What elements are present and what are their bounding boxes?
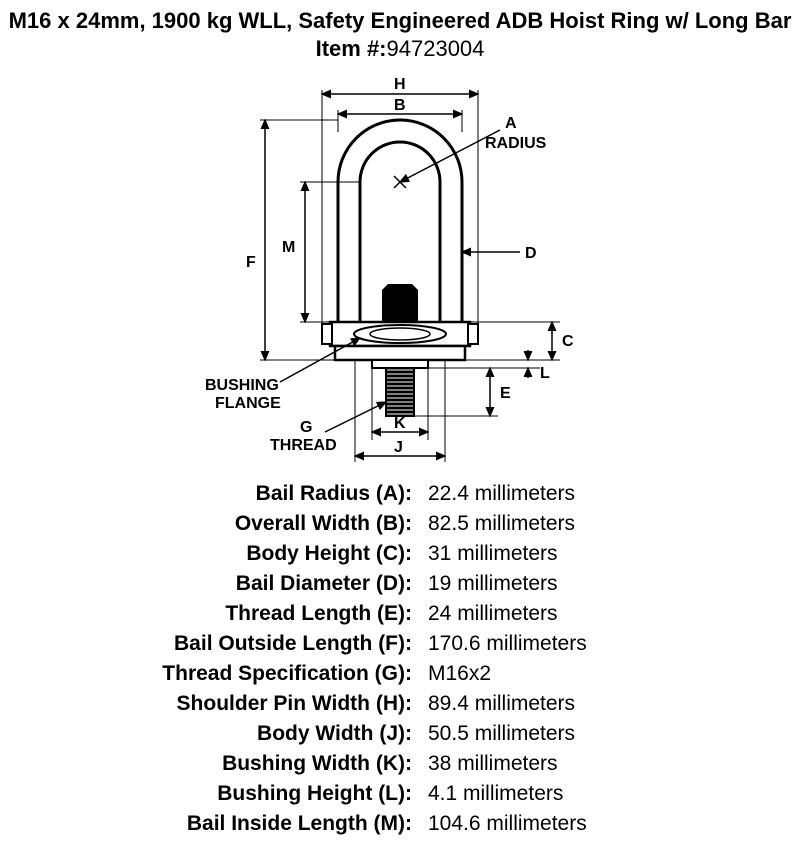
spec-value: 31 millimeters	[420, 542, 680, 566]
dim-radius-label: RADIUS	[485, 135, 547, 152]
spec-row: Body Width (J): 50.5 millimeters	[120, 722, 680, 746]
dim-d-label: D	[525, 245, 537, 262]
spec-value: 38 millimeters	[420, 752, 680, 776]
dim-m-label: M	[282, 239, 295, 256]
spec-label: Thread Specification (G):	[120, 662, 420, 686]
spec-row: Bail Inside Length (M): 104.6 millimeter…	[120, 812, 680, 836]
dim-thread-label: THREAD	[270, 437, 337, 454]
dim-h-label: H	[394, 76, 406, 93]
item-line: Item #:94723004	[0, 36, 800, 62]
spec-row: Thread Specification (G): M16x2	[120, 662, 680, 686]
spec-label: Shoulder Pin Width (H):	[120, 692, 420, 716]
dim-k-label: K	[394, 415, 406, 432]
spec-row: Bushing Height (L): 4.1 millimeters	[120, 782, 680, 806]
spec-value: 104.6 millimeters	[420, 812, 680, 836]
spec-value: 170.6 millimeters	[420, 632, 680, 656]
spec-row: Bushing Width (K): 38 millimeters	[120, 752, 680, 776]
dim-flange-label: FLANGE	[215, 395, 281, 412]
spec-value: 22.4 millimeters	[420, 482, 680, 506]
dim-f-label: F	[246, 254, 256, 271]
spec-row: Shoulder Pin Width (H): 89.4 millimeters	[120, 692, 680, 716]
spec-label: Bail Outside Length (F):	[120, 632, 420, 656]
spec-label: Bail Inside Length (M):	[120, 812, 420, 836]
item-label: Item #:	[316, 36, 387, 61]
dim-j-label: J	[394, 439, 403, 456]
spec-row: Bail Diameter (D): 19 millimeters	[120, 572, 680, 596]
dim-g-label: G	[300, 419, 312, 436]
spec-value: 50.5 millimeters	[420, 722, 680, 746]
dim-b-label: B	[394, 97, 406, 114]
spec-row: Bail Outside Length (F): 170.6 millimete…	[120, 632, 680, 656]
spec-label: Overall Width (B):	[120, 512, 420, 536]
spec-label: Bushing Height (L):	[120, 782, 420, 806]
spec-value: 24 millimeters	[420, 602, 680, 626]
spec-value: 19 millimeters	[420, 572, 680, 596]
dim-e-label: E	[500, 385, 511, 402]
dim-l-label: L	[540, 365, 550, 382]
spec-row: Thread Length (E): 24 millimeters	[120, 602, 680, 626]
specifications-table: Bail Radius (A): 22.4 millimeters Overal…	[0, 482, 800, 836]
spec-label: Thread Length (E):	[120, 602, 420, 626]
spec-value: 4.1 millimeters	[420, 782, 680, 806]
dim-c-label: C	[562, 333, 574, 350]
spec-value: 89.4 millimeters	[420, 692, 680, 716]
spec-row: Overall Width (B): 82.5 millimeters	[120, 512, 680, 536]
item-number: 94723004	[387, 36, 485, 61]
spec-value: M16x2	[420, 662, 680, 686]
spec-label: Body Height (C):	[120, 542, 420, 566]
product-title: M16 x 24mm, 1900 kg WLL, Safety Engineer…	[0, 0, 800, 34]
spec-row: Body Height (C): 31 millimeters	[120, 542, 680, 566]
spec-label: Body Width (J):	[120, 722, 420, 746]
dim-a-label: A	[505, 115, 517, 132]
spec-row: Bail Radius (A): 22.4 millimeters	[120, 482, 680, 506]
spec-value: 82.5 millimeters	[420, 512, 680, 536]
spec-label: Bushing Width (K):	[120, 752, 420, 776]
spec-label: Bail Radius (A):	[120, 482, 420, 506]
hoist-ring-diagram: H B A RADIUS D M F C L	[150, 72, 650, 472]
spec-label: Bail Diameter (D):	[120, 572, 420, 596]
dim-bushing-label: BUSHING	[205, 377, 279, 394]
